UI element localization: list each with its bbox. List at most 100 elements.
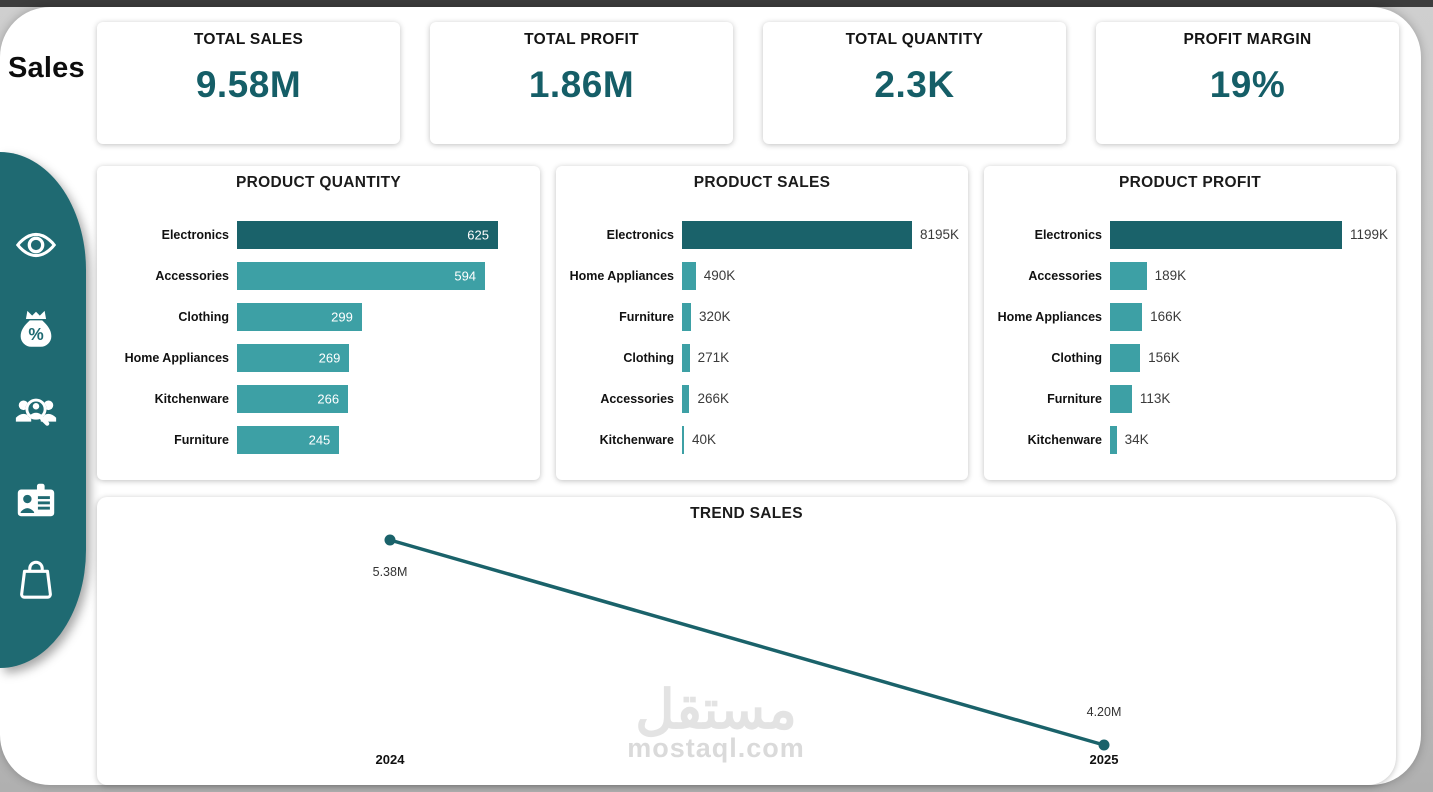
trend-point-2024[interactable] <box>384 534 396 546</box>
category-label: Kitchenware <box>599 432 674 447</box>
bar-row: Clothing 299 <box>97 296 540 337</box>
trend-point-2025[interactable] <box>1098 739 1110 751</box>
bar-accessories[interactable] <box>682 384 690 413</box>
bar-value: 113K <box>1139 391 1171 406</box>
category-label: Electronics <box>1034 227 1102 242</box>
bar-clothing[interactable] <box>1110 343 1141 372</box>
kpi-value: 1.86M <box>528 64 635 105</box>
shopping-bag-icon[interactable] <box>13 556 59 602</box>
kpi-label: TOTAL PROFIT <box>524 31 639 48</box>
category-label: Furniture <box>1047 391 1102 406</box>
bar-row: Kitchenware 266 <box>97 378 540 419</box>
category-label: Kitchenware <box>1027 432 1102 447</box>
chart-title: PRODUCT PROFIT <box>1119 174 1261 191</box>
kpi-card-profit-margin: PROFIT MARGIN 19% <box>1096 22 1399 144</box>
page-title: Sales <box>8 52 85 84</box>
kpi-card-total-sales: TOTAL SALES 9.58M <box>97 22 400 144</box>
bar-value: 266 <box>317 391 340 406</box>
category-label: Accessories <box>155 268 229 283</box>
category-label: Home Appliances <box>997 309 1102 324</box>
kpi-value: 19% <box>1209 64 1286 105</box>
trend-line <box>389 538 1105 747</box>
bar-row: Electronics 1199K <box>984 214 1396 255</box>
bar-row: Accessories 189K <box>984 255 1396 296</box>
bar-value: 266K <box>697 391 729 406</box>
kpi-value: 2.3K <box>874 64 955 105</box>
bar-electronics[interactable]: 625 <box>237 220 498 249</box>
bar-home-appliances[interactable] <box>1110 302 1143 331</box>
category-label: Clothing <box>1051 350 1102 365</box>
bar-home-appliances[interactable] <box>682 261 696 290</box>
bar-accessories[interactable] <box>1110 261 1147 290</box>
chart-title: PRODUCT SALES <box>693 174 831 191</box>
data-label-2025: 4.20M <box>1086 705 1122 719</box>
kpi-label: PROFIT MARGIN <box>1183 31 1312 48</box>
bar-row: Kitchenware 34K <box>984 419 1396 460</box>
category-label: Accessories <box>600 391 674 406</box>
money-bag-percent-icon[interactable]: % <box>13 307 59 353</box>
bar-row: Kitchenware 40K <box>556 419 968 460</box>
kpi-label: TOTAL SALES <box>193 31 304 48</box>
category-label: Electronics <box>161 227 229 242</box>
chart-card-product-profit: PRODUCT PROFIT Electronics 1199K Accessori… <box>984 166 1396 480</box>
bar-value: 189K <box>1154 268 1187 283</box>
bar-kitchenware[interactable]: 266 <box>237 384 349 413</box>
kpi-card-total-profit: TOTAL PROFIT 1.86M <box>430 22 733 144</box>
chart-title: PRODUCT QUANTITY <box>236 174 401 191</box>
bar-row: Furniture 245 <box>97 419 540 460</box>
bar-value: 34K <box>1124 432 1149 447</box>
bar-row: Clothing 156K <box>984 337 1396 378</box>
data-label-2024: 5.38M <box>372 565 408 579</box>
bar-home-appliances[interactable]: 269 <box>237 343 350 372</box>
bar-clothing[interactable] <box>682 343 690 372</box>
watermark-arabic-text: مستقل <box>635 680 797 740</box>
bar-value: 269 <box>318 350 341 365</box>
category-label: Furniture <box>619 309 674 324</box>
watermark: مستقل mostaql.com <box>596 683 836 764</box>
eye-icon[interactable] <box>13 222 59 268</box>
bar-furniture[interactable]: 245 <box>237 425 340 454</box>
bar-value: 490K <box>703 268 736 283</box>
bar-row: Electronics 8195K <box>556 214 968 255</box>
chart-card-product-quantity: PRODUCT QUANTITY Electronics 625 Accessori… <box>97 166 540 480</box>
svg-text:%: % <box>28 324 43 344</box>
window-top-strip <box>0 0 1433 7</box>
bar-chart-product-profit: Electronics 1199K Accessories 189K Home Appl… <box>984 214 1396 460</box>
bar-furniture[interactable] <box>682 302 691 331</box>
customer-search-icon[interactable] <box>13 389 59 435</box>
bar-furniture[interactable] <box>1110 384 1132 413</box>
chart-card-product-sales: PRODUCT SALES Electronics 8195K Home Appli… <box>556 166 968 480</box>
bar-row: Home Appliances 166K <box>984 296 1396 337</box>
bar-kitchenware[interactable] <box>1110 425 1117 454</box>
category-label: Furniture <box>174 432 229 447</box>
bar-row: Clothing 271K <box>556 337 968 378</box>
bar-row: Furniture 113K <box>984 378 1396 419</box>
category-label: Kitchenware <box>154 391 229 406</box>
bar-row: Accessories 266K <box>556 378 968 419</box>
bar-electronics[interactable] <box>682 220 912 249</box>
bar-value: 320K <box>698 309 731 324</box>
bar-accessories[interactable]: 594 <box>237 261 486 290</box>
trend-line-chart <box>384 534 1110 751</box>
bar-value: 156K <box>1148 350 1180 365</box>
bar-value: 299 <box>331 309 353 324</box>
watermark-url-text: mostaql.com <box>627 733 805 763</box>
bar-value: 271K <box>697 350 730 365</box>
bar-row: Home Appliances 490K <box>556 255 968 296</box>
bar-value: 166K <box>1150 309 1182 324</box>
bar-value: 625 <box>467 227 489 242</box>
kpi-value: 9.58M <box>195 64 302 105</box>
chart-title: TREND SALES <box>690 505 803 522</box>
bar-row: Electronics 625 <box>97 214 540 255</box>
category-label: Clothing <box>623 350 674 365</box>
bar-electronics[interactable] <box>1110 220 1342 249</box>
bar-value: 594 <box>454 268 477 283</box>
bar-chart-product-quantity: Electronics 625 Accessories 594 Clothing 299 H… <box>97 214 540 460</box>
bar-kitchenware[interactable] <box>682 425 684 454</box>
id-card-icon[interactable] <box>13 477 59 523</box>
bar-clothing[interactable]: 299 <box>237 302 362 331</box>
chart-card-trend-sales: TREND SALES مستقل mostaql.com 5.38M 4.20… <box>97 497 1396 785</box>
category-label: Home Appliances <box>124 350 229 365</box>
x-axis-label-2025: 2025 <box>1089 752 1119 767</box>
